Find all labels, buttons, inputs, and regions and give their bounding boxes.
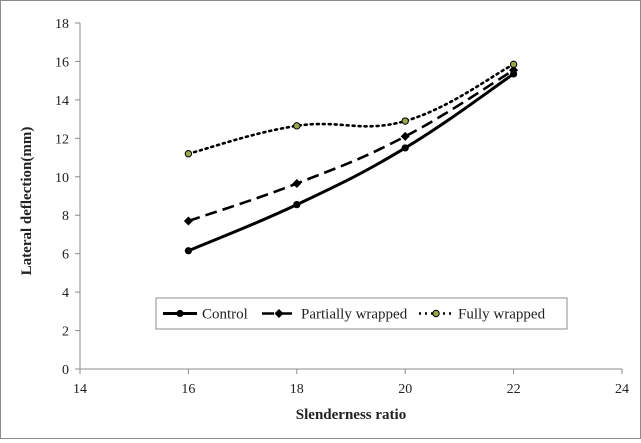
legend-box — [155, 297, 568, 330]
x-tick-label: 22 — [507, 382, 521, 397]
x-axis-title: Slenderness ratio — [296, 407, 406, 423]
legend-marker — [274, 309, 284, 318]
axes — [75, 22, 623, 374]
y-tick-label: 18 — [55, 17, 69, 32]
data-point — [184, 150, 193, 158]
legend-label: Partially wrapped — [301, 307, 408, 323]
y-tick-label: 8 — [62, 209, 69, 224]
y-tick-label: 12 — [55, 132, 69, 147]
series-line — [187, 63, 515, 156]
y-tick-label: 4 — [62, 286, 69, 301]
data-point — [183, 216, 193, 226]
y-tick-label: 16 — [55, 55, 69, 70]
x-tick-label: 16 — [181, 382, 195, 397]
y-tick-label: 2 — [62, 325, 69, 340]
data-point — [509, 65, 519, 75]
y-tick-label: 14 — [55, 94, 69, 109]
x-tick-label: 24 — [615, 382, 629, 397]
legend-label: Control — [202, 307, 248, 323]
x-tick-label: 14 — [73, 382, 87, 397]
legend: Control Partially wrapped Fully wrapped — [155, 297, 568, 330]
data-point — [401, 144, 409, 152]
legend-marker — [432, 309, 440, 318]
y-tick-label: 10 — [55, 171, 69, 186]
series-fully-wrapped — [184, 60, 518, 158]
legend-marker — [176, 309, 184, 318]
data-point — [293, 201, 301, 209]
data-point — [293, 122, 301, 130]
legend-label: Fully wrapped — [458, 307, 546, 323]
data-point — [400, 131, 410, 141]
data-point — [184, 247, 192, 255]
data-point — [509, 60, 518, 69]
series-layer — [183, 60, 519, 255]
y-tick-label: 0 — [62, 363, 69, 378]
series-line — [187, 72, 515, 253]
y-axis-title: Lateral deflection(mm) — [19, 127, 35, 276]
x-tick-label: 20 — [398, 382, 412, 397]
series-line — [187, 68, 515, 223]
data-point — [292, 179, 302, 189]
x-tick-label: 18 — [290, 382, 304, 397]
y-tick-label: 6 — [62, 248, 69, 263]
data-point — [401, 117, 409, 125]
series-partially-wrapped — [183, 65, 519, 226]
